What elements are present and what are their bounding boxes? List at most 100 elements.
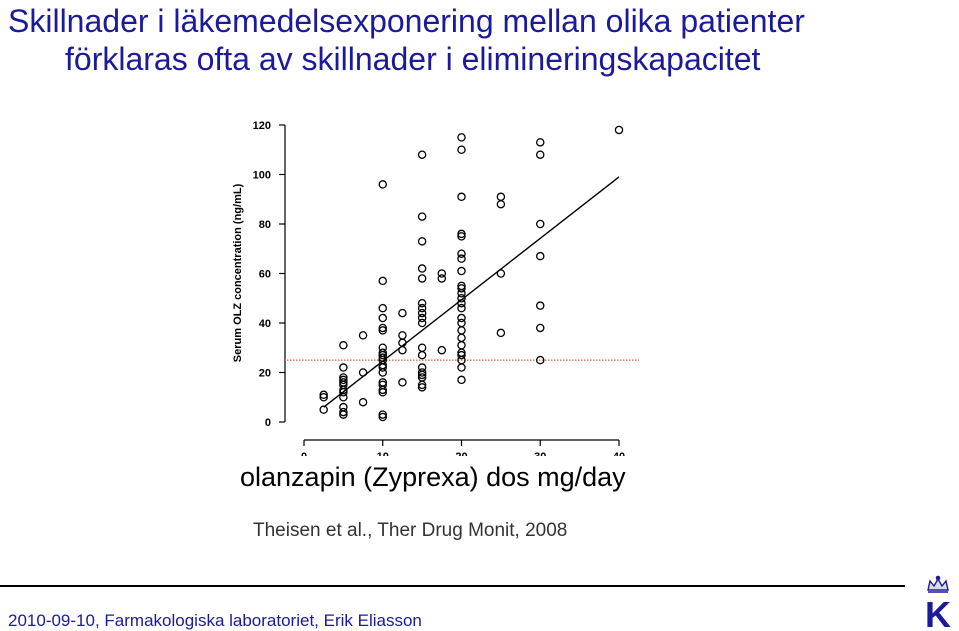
data-point (457, 293, 466, 303)
title-line-1: Skillnader i läkemedelsexponering mellan… (8, 3, 805, 39)
data-point (457, 133, 466, 142)
data-point (339, 392, 348, 402)
data-point (437, 274, 447, 283)
data-point (378, 363, 387, 372)
data-point (398, 308, 407, 318)
data-point (319, 392, 328, 402)
data-point (457, 350, 466, 360)
data-point (457, 249, 466, 258)
data-point (378, 412, 387, 422)
x-axis-label: olanzapin (Zyprexa) dos mg/day (240, 462, 626, 492)
data-point (378, 180, 387, 189)
title-line-2: förklaras ofta av skillnader i elimineri… (65, 41, 761, 77)
data-point (457, 229, 466, 239)
data-point (496, 328, 506, 338)
x-tick-label: 10 (377, 451, 389, 456)
data-point (535, 251, 545, 261)
crown-icon (927, 575, 949, 593)
data-point (535, 138, 545, 147)
y-tick-label: 20 (259, 368, 271, 380)
y-tick-label: 0 (265, 417, 271, 429)
data-point (417, 380, 427, 390)
data-point (358, 368, 368, 377)
data-point (417, 298, 427, 308)
y-axis-label: Serum OLZ concentration (ng/mL) (232, 183, 244, 362)
data-point (457, 298, 466, 308)
data-point (457, 375, 466, 385)
data-point (417, 370, 427, 380)
data-point (378, 313, 387, 323)
data-point (378, 323, 387, 333)
data-point (457, 145, 466, 155)
data-point (339, 363, 348, 372)
data-point (319, 390, 328, 400)
y-tick-label: 60 (259, 269, 271, 281)
data-point (417, 264, 427, 273)
data-point (457, 266, 466, 276)
data-point (457, 232, 466, 241)
data-point (535, 355, 545, 365)
data-point (457, 192, 466, 202)
data-point (378, 385, 387, 395)
x-tick-label: 40 (613, 451, 625, 456)
data-point (417, 308, 427, 318)
data-point (535, 150, 545, 159)
data-point (398, 378, 407, 387)
data-point (319, 405, 328, 414)
data-point (398, 331, 407, 340)
data-point (417, 303, 427, 313)
data-point (358, 331, 368, 340)
data-point (378, 350, 387, 360)
data-point (457, 341, 466, 350)
data-point (496, 269, 506, 278)
data-point (398, 345, 407, 355)
data-point (378, 303, 387, 313)
data-point (339, 407, 348, 417)
data-point (496, 192, 506, 202)
y-tick-label: 40 (259, 318, 271, 330)
data-point (457, 254, 466, 263)
data-point (457, 363, 466, 372)
data-point (417, 274, 427, 283)
y-tick-label: 100 (253, 170, 271, 182)
data-point (339, 388, 348, 397)
data-point (378, 326, 387, 335)
data-point (457, 326, 466, 335)
data-point (457, 333, 466, 343)
data-point (417, 350, 427, 360)
data-point (535, 323, 545, 333)
data-point (417, 383, 427, 392)
x-tick-label: 20 (455, 451, 467, 456)
data-point (339, 410, 348, 419)
data-point (378, 388, 387, 397)
data-point (417, 313, 427, 323)
data-point (457, 318, 466, 328)
data-point (417, 237, 427, 246)
data-point (614, 125, 624, 135)
logo-letter: K (925, 594, 951, 630)
data-point (417, 368, 427, 377)
karolinska-logo: K (925, 575, 951, 630)
data-point (417, 318, 427, 328)
data-point (358, 397, 368, 407)
y-tick-label: 80 (259, 219, 271, 231)
data-point (417, 150, 427, 159)
scatter-chart: Serum OLZ concentration (ng/mL) 0 20 40 60 8… (232, 120, 639, 456)
footer-text: 2010-09-10, Farmakologiska laboratoriet,… (8, 611, 422, 630)
regression-line-segment (323, 176, 620, 408)
citation: Theisen et al., Ther Drug Monit, 2008 (253, 520, 568, 541)
data-point (437, 269, 447, 278)
data-point (457, 303, 466, 313)
x-tick-label: 30 (534, 451, 546, 456)
data-point (457, 313, 466, 323)
data-point (417, 212, 427, 221)
data-point (378, 368, 387, 377)
data-point (378, 276, 387, 286)
regression-line (323, 176, 620, 408)
x-tick-label: 0 (301, 451, 307, 456)
data-point (535, 219, 545, 229)
axes: 0 20 40 60 80 100 120 0 10 20 30 40 (253, 120, 625, 456)
data-point (339, 341, 348, 350)
data-point (457, 284, 466, 293)
data-point (496, 199, 506, 209)
